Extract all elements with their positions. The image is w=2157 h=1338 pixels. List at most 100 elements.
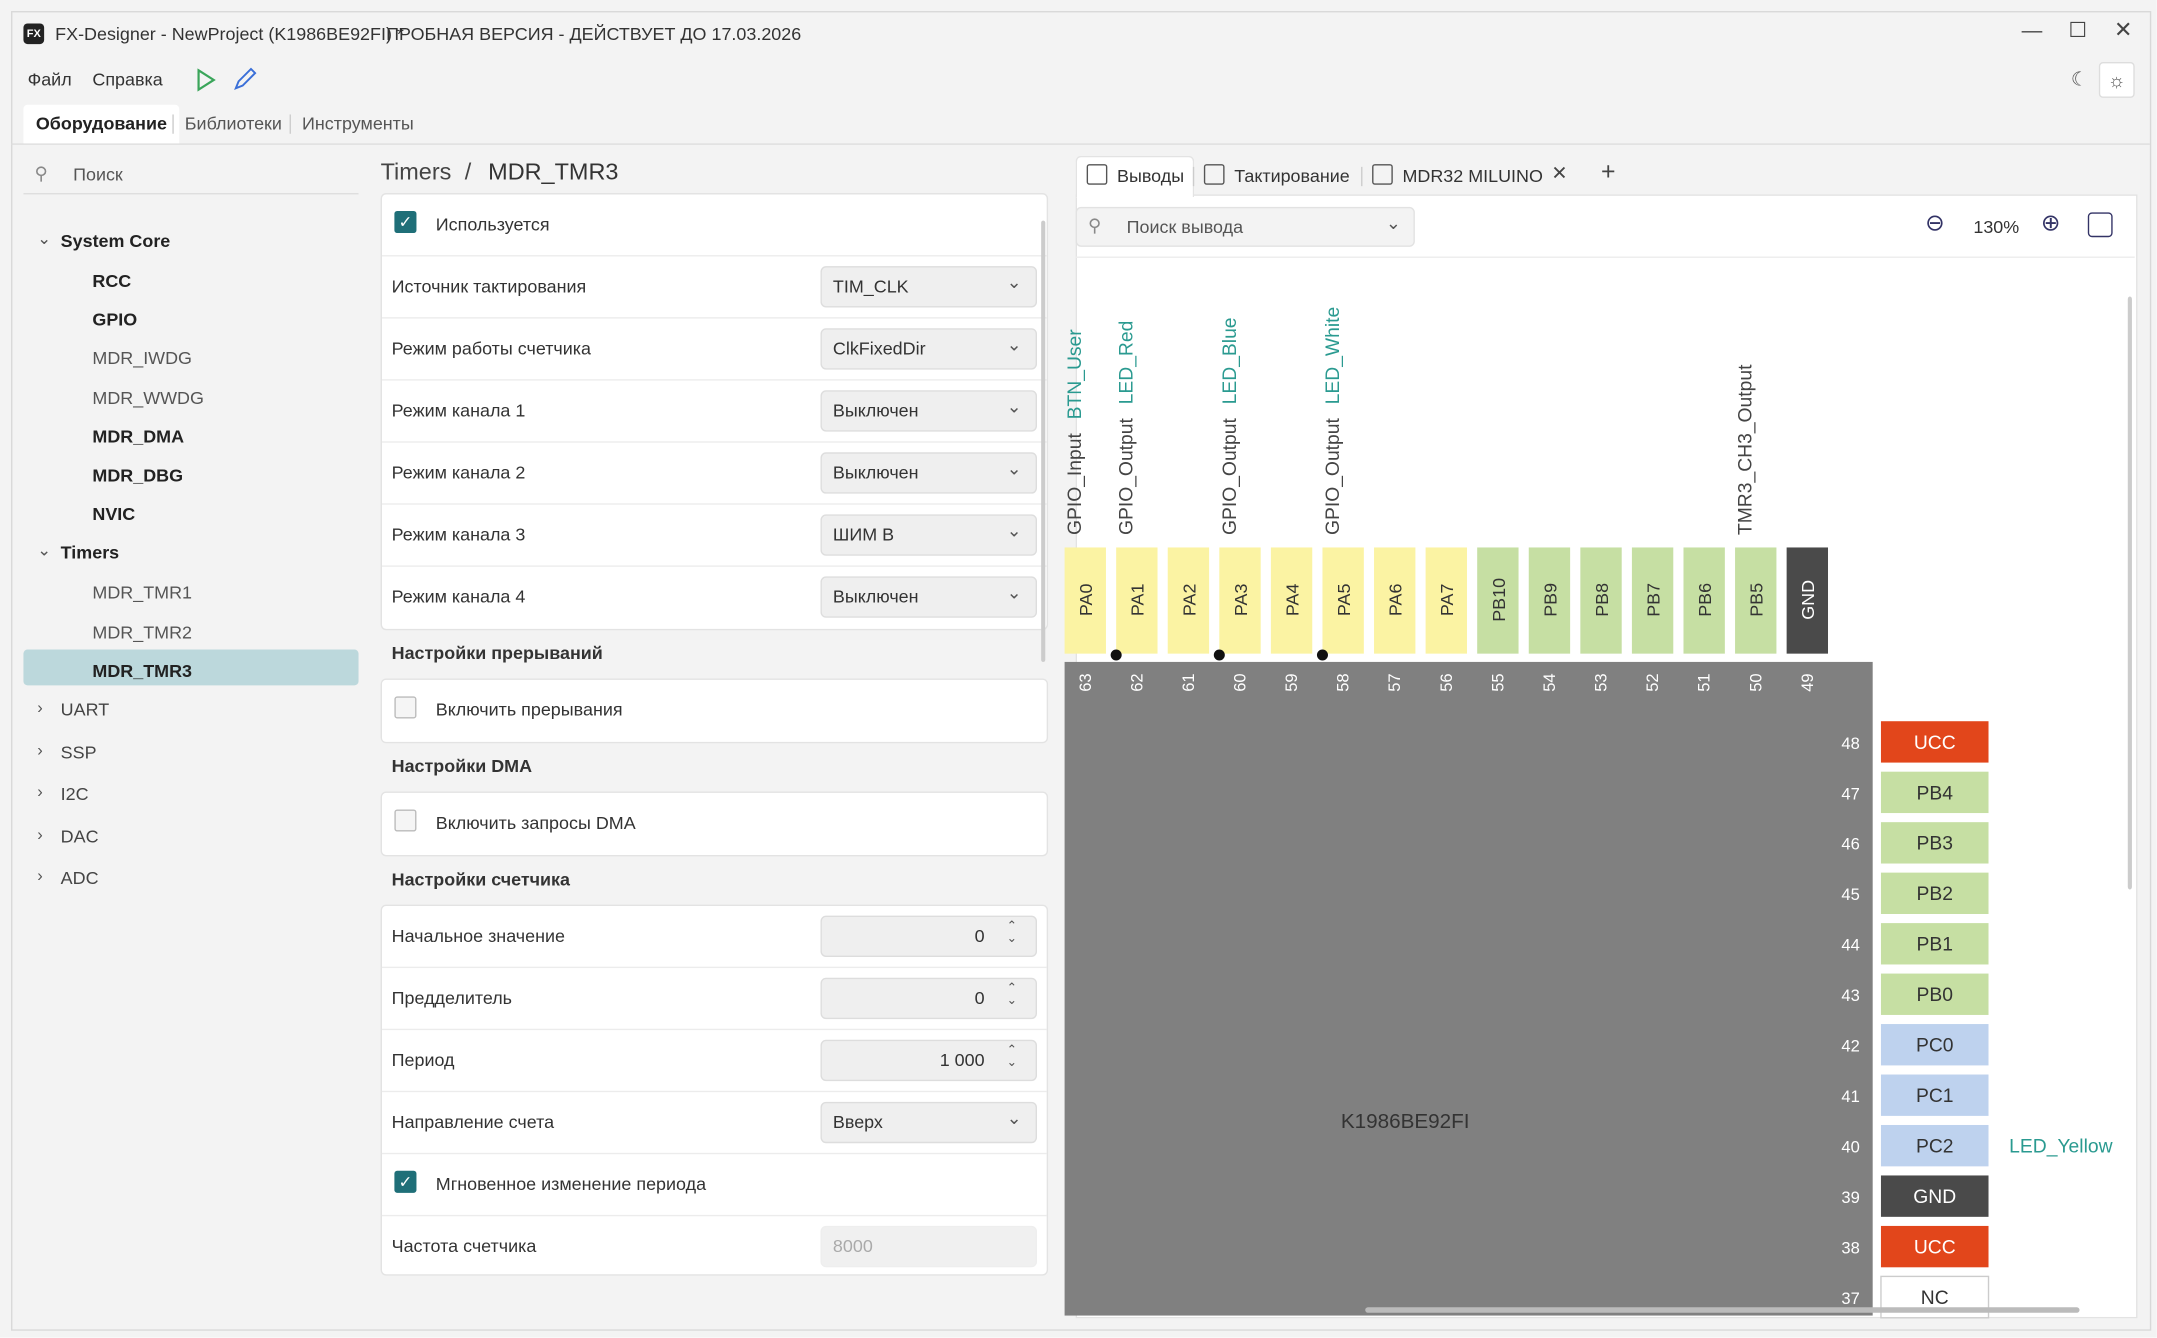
pin-number: 48	[1841, 734, 1859, 753]
pin[interactable]	[1683, 547, 1725, 654]
menu-item[interactable]: Справка	[92, 68, 163, 90]
pin[interactable]	[1880, 872, 1989, 915]
view-tab[interactable]: MDR32 MILUINO	[1402, 165, 1543, 187]
field-control[interactable]	[820, 915, 1038, 958]
section-title: Настройки прерываний	[391, 642, 603, 664]
pin[interactable]	[1219, 547, 1261, 654]
tree-item[interactable]: MDR_TMR2	[92, 621, 193, 643]
field-control[interactable]	[820, 452, 1038, 494]
row-divider	[381, 1152, 1047, 1155]
field-control[interactable]	[820, 1039, 1038, 1082]
menu-item[interactable]: Файл	[27, 68, 72, 90]
tree-chevron: ⌄	[37, 228, 52, 249]
pin[interactable]	[1880, 923, 1989, 965]
zoom-in[interactable]: ⊕	[2040, 209, 2061, 236]
field-control[interactable]	[820, 266, 1038, 308]
light-theme-button[interactable]: ☼	[2098, 62, 2135, 98]
dark-theme-button[interactable]: ☾	[2070, 67, 2089, 90]
pin-number: 58	[1334, 673, 1353, 691]
zoom-fit[interactable]	[2087, 212, 2113, 238]
tree-group[interactable]: DAC	[60, 825, 99, 847]
pin[interactable]	[1477, 547, 1519, 654]
tree-item[interactable]: MDR_DMA	[92, 425, 185, 447]
hardware-tab[interactable]: Оборудование	[23, 104, 180, 144]
tree-item[interactable]: MDR_DBG	[92, 464, 184, 486]
field-control[interactable]	[820, 390, 1038, 432]
field-control[interactable]	[820, 514, 1038, 556]
dropdown-arrow: ⌄	[1006, 395, 1022, 417]
pin[interactable]	[1167, 547, 1210, 654]
hardware-tab[interactable]: Инструменты	[302, 113, 414, 134]
pin-number: 37	[1841, 1289, 1859, 1308]
field-control[interactable]	[820, 1101, 1038, 1144]
pin[interactable]	[1786, 547, 1829, 654]
pin[interactable]	[1880, 973, 1989, 1015]
dropdown-arrow: ⌄	[1006, 271, 1022, 293]
pin[interactable]	[1880, 1175, 1989, 1217]
edit-button[interactable]	[234, 67, 257, 90]
pin-name: NC	[1921, 1288, 1949, 1309]
tab-icon	[1086, 164, 1108, 185]
pin[interactable]	[1880, 822, 1989, 864]
pin[interactable]	[1880, 1024, 1989, 1066]
field-control[interactable]	[820, 1225, 1038, 1268]
add-tab[interactable]: +	[1601, 157, 1616, 185]
pin[interactable]	[1880, 721, 1989, 763]
tree-group[interactable]: Timers	[60, 542, 120, 564]
hardware-tab[interactable]: Библиотеки	[184, 113, 282, 134]
minimize-button[interactable]: —	[2021, 19, 2043, 43]
pin[interactable]	[1425, 547, 1467, 654]
tree-item[interactable]: MDR_TMR1	[92, 582, 193, 604]
checkbox[interactable]: ✓	[394, 1170, 417, 1193]
run-button[interactable]	[197, 68, 216, 92]
maximize-button[interactable]: ☐	[2068, 19, 2088, 43]
field-control[interactable]	[820, 576, 1038, 618]
tree-item[interactable]: RCC	[92, 270, 132, 291]
tree-group[interactable]: SSP	[60, 741, 97, 762]
tree-group[interactable]: ADC	[60, 867, 99, 889]
section-title: Настройки DMA	[391, 755, 533, 777]
breadcrumb[interactable]: Timers	[380, 158, 452, 185]
pin[interactable]	[1116, 547, 1158, 654]
pin[interactable]	[1064, 547, 1106, 654]
tree-item[interactable]: NVIC	[92, 503, 136, 525]
view-tab[interactable]: Тактирование	[1234, 165, 1350, 187]
checkbox[interactable]	[394, 809, 417, 832]
view-tab[interactable]: Выводы	[1116, 165, 1185, 187]
close-tab[interactable]: ✕	[1551, 161, 1568, 184]
tree-item[interactable]: MDR_TMR3	[92, 660, 193, 681]
pin-label: GPIO_Output LED_Red	[1117, 321, 1138, 535]
pin[interactable]	[1880, 1225, 1989, 1268]
pin-search-box[interactable]	[1075, 206, 1415, 247]
tree-group[interactable]: UART	[60, 699, 110, 720]
tab-separator	[1192, 166, 1195, 187]
field-control[interactable]	[820, 977, 1038, 1020]
checkbox[interactable]: ✓	[394, 210, 417, 234]
sidebar-search[interactable]: Поиск	[73, 164, 123, 185]
tree-group[interactable]: System Core	[60, 230, 171, 251]
pin[interactable]	[1580, 547, 1622, 654]
close-button[interactable]: ✕	[2114, 19, 2133, 43]
pin[interactable]	[1880, 771, 1989, 814]
pin[interactable]	[1631, 547, 1674, 654]
pin[interactable]	[1374, 547, 1416, 654]
field-label: Режим работы счетчика	[391, 337, 592, 359]
field-control[interactable]	[820, 328, 1038, 370]
pin[interactable]	[1880, 1074, 1989, 1116]
tree-item[interactable]: MDR_WWDG	[92, 386, 204, 408]
pin[interactable]	[1735, 547, 1777, 654]
zoom-out[interactable]: ⊖	[1925, 209, 1945, 236]
pin[interactable]	[1880, 1124, 1989, 1167]
pin-number: 45	[1841, 885, 1859, 904]
pin-name: PB8	[1592, 583, 1612, 617]
checkbox[interactable]	[394, 696, 417, 719]
tree-group[interactable]: I2C	[60, 783, 89, 804]
pin-name: PA3	[1231, 584, 1251, 617]
pin[interactable]	[1322, 547, 1364, 654]
field-label: Предделитель	[391, 987, 513, 1009]
pin[interactable]	[1270, 547, 1313, 654]
pin-number: 41	[1841, 1087, 1859, 1106]
tree-item[interactable]: MDR_IWDG	[92, 348, 192, 369]
pin[interactable]	[1528, 547, 1571, 654]
tree-item[interactable]: GPIO	[92, 309, 138, 330]
